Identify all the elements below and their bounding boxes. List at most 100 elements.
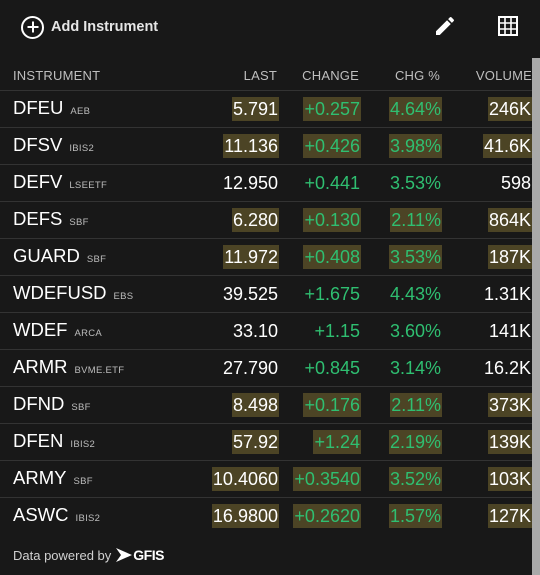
- gfis-logo-text: GFIS: [133, 547, 164, 563]
- pencil-icon[interactable]: [433, 14, 457, 38]
- volume-value: 864K: [487, 208, 532, 232]
- volume-value: 127K: [487, 504, 532, 528]
- symbol-text: ARMY: [13, 467, 67, 488]
- table-row[interactable]: WDEFUSD EBS 39.525 +1.675 4.43% 1.31K: [0, 275, 532, 312]
- table-row[interactable]: ASWC IBIS2 16.9800 +0.2620 1.57% 127K: [0, 497, 532, 534]
- scrollbar[interactable]: [532, 58, 540, 575]
- instrument-symbol: DFND SBF: [13, 393, 91, 415]
- header-volume[interactable]: VOLUME: [475, 68, 532, 83]
- exchange-code: SBF: [73, 476, 93, 487]
- table-row[interactable]: DFEU AEB 5.791 +0.257 4.64% 246K: [0, 90, 532, 127]
- exchange-code: SBF: [71, 402, 91, 413]
- symbol-text: DFEN: [13, 430, 64, 451]
- change-percent: 4.43%: [389, 284, 441, 304]
- instrument-symbol: ARMY SBF: [13, 467, 93, 489]
- change-value: +0.2620: [293, 504, 361, 528]
- exchange-code: AEB: [70, 106, 91, 117]
- symbol-text: WDEF: [13, 319, 68, 340]
- change-value: +0.845: [304, 358, 360, 378]
- volume-value: 246K: [487, 97, 532, 121]
- last-price: 5.791: [231, 97, 279, 121]
- symbol-text: DFSV: [13, 134, 63, 155]
- exchange-code: BVME.ETF: [74, 365, 125, 376]
- gfis-logo-icon: [116, 548, 133, 562]
- exchange-code: SBF: [86, 254, 107, 265]
- change-percent: 3.98%: [388, 134, 442, 158]
- change-percent: 3.53%: [388, 245, 442, 269]
- change-value: +1.24: [313, 430, 361, 454]
- instrument-symbol: WDEFUSD EBS: [13, 282, 133, 304]
- symbol-text: DFEU: [13, 97, 64, 118]
- last-price: 33.10: [232, 321, 278, 341]
- instrument-table: DFEU AEB 5.791 +0.257 4.64% 246K DFSV IBIS2 11.1…: [0, 90, 532, 534]
- header-change[interactable]: CHANGE: [302, 68, 359, 83]
- table-row[interactable]: DFND SBF 8.498 +0.176 2.11% 373K: [0, 386, 532, 423]
- symbol-text: DEFS: [13, 208, 63, 229]
- volume-value: 187K: [487, 245, 532, 269]
- exchange-code: IBIS2: [70, 439, 96, 450]
- last-price: 27.790: [222, 358, 278, 378]
- last-price: 10.4060: [211, 467, 279, 491]
- change-percent: 3.53%: [389, 173, 441, 193]
- footer: Data powered by GFIS: [13, 544, 164, 566]
- table-row[interactable]: DFEN IBIS2 57.92 +1.24 2.19% 139K: [0, 423, 532, 460]
- exchange-code: EBS: [113, 291, 134, 302]
- change-value: +1.15: [314, 321, 360, 341]
- exchange-code: SBF: [69, 217, 89, 228]
- change-value: +1.675: [304, 284, 360, 304]
- table-row[interactable]: DFSV IBIS2 11.136 +0.426 3.98% 41.6K: [0, 127, 532, 164]
- table-row[interactable]: WDEF ARCA 33.10 +1.15 3.60% 141K: [0, 312, 532, 349]
- last-price: 11.972: [223, 245, 279, 269]
- table-row[interactable]: ARMR BVME.ETF 27.790 +0.845 3.14% 16.2K: [0, 349, 532, 386]
- table-header: INSTRUMENT LAST CHANGE CHG % VOLUME: [0, 60, 532, 90]
- change-percent: 2.19%: [388, 430, 442, 454]
- table-row[interactable]: DEFS SBF 6.280 +0.130 2.11% 864K: [0, 201, 532, 238]
- header-instrument[interactable]: INSTRUMENT: [13, 68, 101, 83]
- change-percent: 2.11%: [390, 208, 442, 232]
- instrument-symbol: DEFS SBF: [13, 208, 89, 230]
- exchange-code: ARCA: [74, 328, 103, 339]
- symbol-text: DEFV: [13, 171, 63, 192]
- change-value: +0.130: [303, 208, 361, 232]
- add-instrument-button[interactable]: Add Instrument: [21, 15, 158, 39]
- volume-value: 41.6K: [482, 134, 532, 158]
- change-percent: 4.64%: [388, 97, 442, 121]
- symbol-text: DFND: [13, 393, 65, 414]
- symbol-text: ASWC: [13, 504, 69, 525]
- change-value: +0.441: [304, 173, 360, 193]
- instrument-symbol: ARMR BVME.ETF: [13, 356, 124, 378]
- exchange-code: IBIS2: [75, 513, 101, 524]
- last-price: 39.525: [222, 284, 278, 304]
- add-circle-icon: [21, 15, 44, 39]
- change-percent: 3.60%: [389, 321, 441, 341]
- header-last[interactable]: LAST: [243, 68, 277, 83]
- table-row[interactable]: ARMY SBF 10.4060 +0.3540 3.52% 103K: [0, 460, 532, 497]
- instrument-symbol: ASWC IBIS2: [13, 504, 100, 526]
- instrument-symbol: DFSV IBIS2: [13, 134, 94, 156]
- volume-value: 141K: [488, 321, 531, 341]
- last-price: 6.280: [231, 208, 279, 232]
- change-value: +0.176: [303, 393, 361, 417]
- symbol-text: ARMR: [13, 356, 68, 377]
- last-price: 11.136: [223, 134, 279, 158]
- add-instrument-label: Add Instrument: [51, 19, 159, 35]
- grid-icon[interactable]: [498, 16, 518, 36]
- table-row[interactable]: GUARD SBF 11.972 +0.408 3.53% 187K: [0, 238, 532, 275]
- header-chg-pct[interactable]: CHG %: [394, 68, 440, 83]
- volume-value: 1.31K: [483, 284, 531, 304]
- last-price: 57.92: [231, 430, 279, 454]
- change-percent: 3.14%: [389, 358, 441, 378]
- change-percent: 1.57%: [388, 504, 442, 528]
- footer-text: Data powered by: [13, 547, 112, 563]
- volume-value: 139K: [487, 430, 532, 454]
- last-price: 12.950: [222, 173, 278, 193]
- change-value: +0.3540: [293, 467, 361, 491]
- table-row[interactable]: DEFV LSEETF 12.950 +0.441 3.53% 598: [0, 164, 532, 201]
- last-price: 16.9800: [211, 504, 279, 528]
- change-value: +0.257: [303, 97, 361, 121]
- instrument-symbol: DFEU AEB: [13, 97, 90, 119]
- change-percent: 2.11%: [390, 393, 442, 417]
- volume-value: 598: [500, 173, 531, 193]
- volume-value: 16.2K: [483, 358, 531, 378]
- exchange-code: IBIS2: [69, 143, 95, 154]
